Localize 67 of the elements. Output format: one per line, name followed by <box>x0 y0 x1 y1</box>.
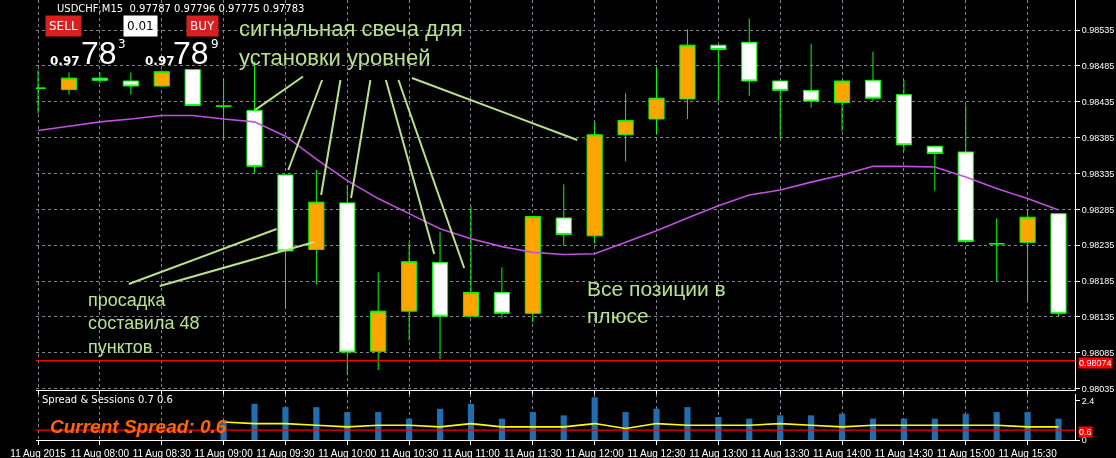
candlestick <box>617 92 634 162</box>
candlestick <box>60 71 78 96</box>
line-series <box>37 114 1060 256</box>
chart-title: USDCHF,M15 0.97787 0.97796 0.97775 0.97783 <box>57 3 305 14</box>
candlestick <box>988 218 1005 282</box>
annotation: 0.97 <box>50 54 80 68</box>
y-tick-label: 0.98335 <box>1081 168 1115 179</box>
candlestick <box>864 51 882 102</box>
y-tick-label: 0.98385 <box>1081 132 1115 143</box>
chart-title: Spread & Sessions 0.7 0.6 <box>42 394 173 405</box>
candlestick <box>431 231 449 360</box>
candlestick <box>153 69 170 87</box>
candlestick <box>648 67 665 135</box>
annotation: просадка составила 48 пунктов <box>88 290 200 357</box>
annotation: Все позиции в плюсе <box>587 277 726 328</box>
ref-line-label: 0.98074 <box>1079 358 1112 368</box>
y-tick-label: 0.98085 <box>1081 347 1115 358</box>
annotation: 78 <box>81 35 117 71</box>
y-tick-label: 0 <box>1081 435 1087 446</box>
candlestick <box>493 266 510 319</box>
candlestick <box>370 271 387 371</box>
candlestick <box>91 71 108 84</box>
candlestick <box>308 169 325 286</box>
y-tick-label: 0.98535 <box>1081 25 1115 36</box>
bar <box>467 403 475 440</box>
bar <box>251 403 258 440</box>
y-tick-label: 0.98435 <box>1081 96 1115 107</box>
annotation: SELL <box>49 19 78 33</box>
candlestick <box>215 77 232 141</box>
ref-line-label: 0.6 <box>1079 427 1092 437</box>
candlestick <box>772 80 789 139</box>
candlestick <box>524 216 541 324</box>
candlestick <box>926 145 943 192</box>
y-tick-label: 0.98285 <box>1081 204 1115 215</box>
bar <box>1055 418 1062 440</box>
bar <box>591 397 598 440</box>
candlestick <box>895 79 912 152</box>
annotation: 9 <box>211 37 219 51</box>
annotation: 0.01 <box>127 19 154 33</box>
candlestick <box>555 183 572 247</box>
bar <box>777 415 784 440</box>
bar <box>282 407 289 440</box>
y-tick-label: 0.98235 <box>1081 240 1115 251</box>
candlestick <box>833 80 851 132</box>
annotation: 78 <box>173 35 209 71</box>
candlestick <box>184 69 201 106</box>
candlestick <box>710 44 727 102</box>
candlestick <box>1019 209 1036 301</box>
annotation: 0.97 <box>145 54 175 68</box>
annotation: BUY <box>190 19 216 33</box>
candlestick <box>803 43 820 109</box>
y-tick-label: 0.98185 <box>1081 276 1115 287</box>
candlestick <box>586 121 603 245</box>
y-tick-label: 0.98035 <box>1081 383 1115 394</box>
candlestick <box>122 71 139 96</box>
y-tick-label: 0.98135 <box>1081 312 1115 323</box>
candlestick <box>679 28 696 120</box>
bar <box>653 408 660 440</box>
candlestick <box>741 18 758 97</box>
y-tick-label: 0.98485 <box>1081 61 1115 72</box>
annotation: 3 <box>118 37 126 51</box>
annotation: сигнальная свеча для установки уровней <box>239 16 463 70</box>
bar <box>684 407 691 440</box>
y-tick-label: 2.4 <box>1081 395 1095 406</box>
candlestick <box>462 205 480 317</box>
candlestick <box>401 241 418 342</box>
candlestick <box>1050 213 1067 317</box>
